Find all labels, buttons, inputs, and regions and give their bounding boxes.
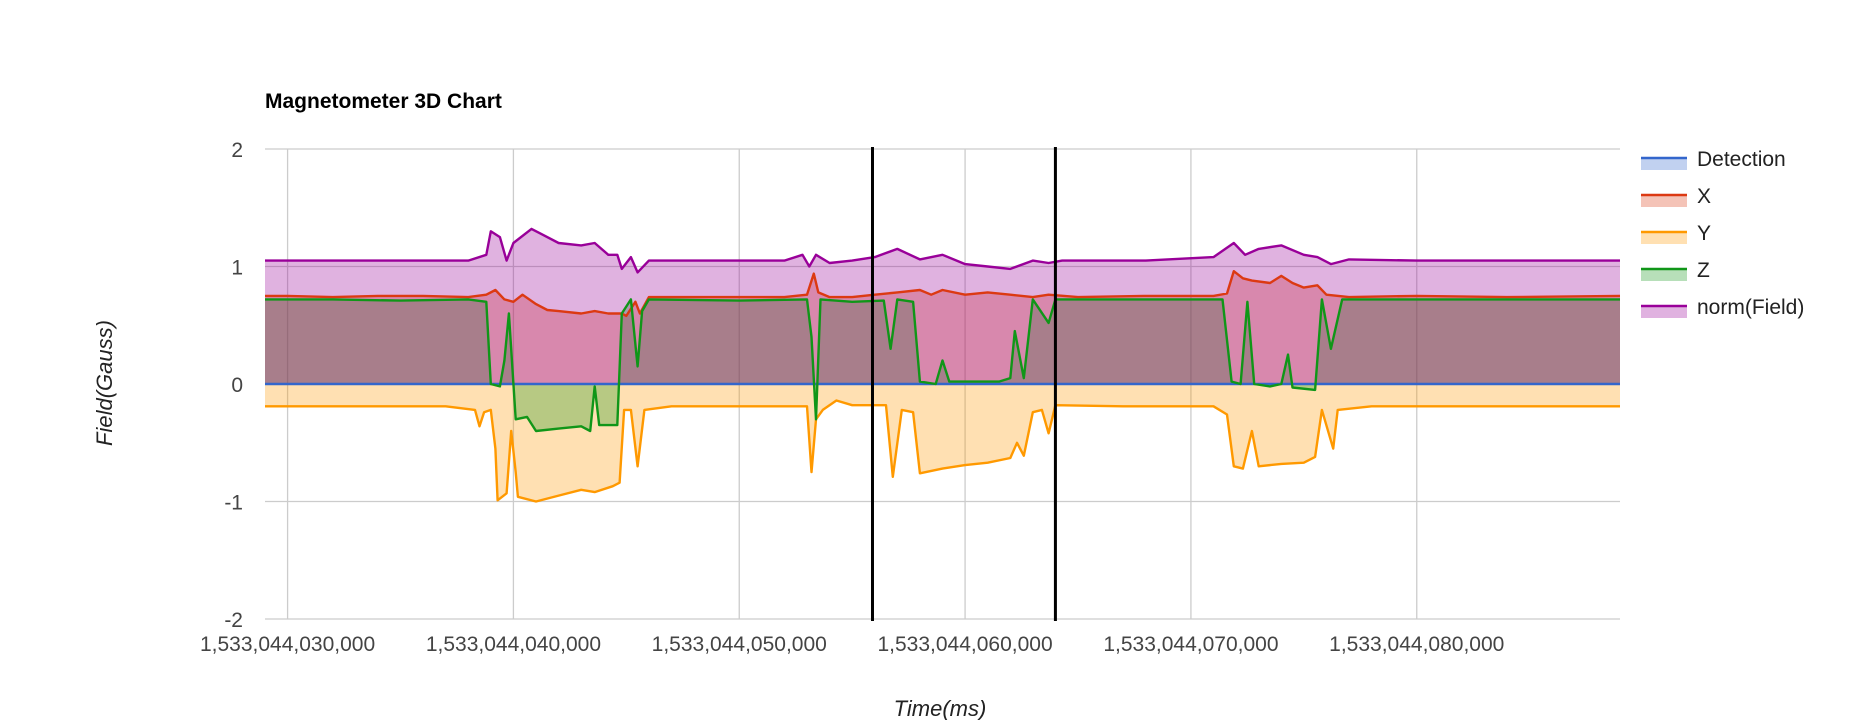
- legend-label-x: X: [1697, 185, 1711, 208]
- series-lines: [265, 227, 1621, 503]
- y-axis-title: Field(Gauss): [92, 320, 117, 446]
- y-tick-label: -2: [224, 609, 243, 632]
- tick-labels: 2 1 0 -1 -21,533,044,030,000 1,533,044,040,00…: [200, 139, 1504, 656]
- series-areas: [265, 228, 1620, 502]
- legend-swatch-x: [1641, 195, 1687, 207]
- series-area-y: [265, 384, 1620, 502]
- series-line-x: [265, 270, 1621, 318]
- legend-swatch-detection: [1641, 158, 1687, 170]
- legend-swatch-y: [1641, 232, 1687, 244]
- legend-label-z: Z: [1697, 259, 1710, 282]
- series-area-norm-field: [265, 228, 1620, 384]
- legend-label-detection: Detection: [1697, 148, 1786, 171]
- y-tick-label: 1: [231, 257, 243, 280]
- x-tick-label: 1,533,044,030,000: [200, 633, 375, 656]
- y-tick-label: -1: [224, 492, 243, 515]
- legend-label-norm-field: norm(Field): [1697, 296, 1804, 319]
- x-tick-label: 1,533,044,080,000: [1329, 633, 1504, 656]
- x-tick-label: 1,533,044,040,000: [426, 633, 601, 656]
- vertical-markers: [870, 147, 1057, 621]
- x-tick-label: 1,533,044,050,000: [652, 633, 827, 656]
- x-axis-title: Time(ms): [894, 696, 987, 720]
- y-tick-label: 2: [231, 139, 243, 162]
- chart-title: Magnetometer 3D Chart: [265, 90, 502, 113]
- x-tick-label: 1,533,044,070,000: [1103, 633, 1278, 656]
- series-line-z: [265, 298, 1620, 433]
- y-tick-label: 0: [231, 374, 243, 397]
- legend-label-y: Y: [1697, 222, 1711, 245]
- series-line-y: [265, 399, 1620, 503]
- legend-swatch-z: [1641, 269, 1687, 281]
- series-line-norm-field: [265, 227, 1620, 274]
- legend-swatch-norm-field: [1641, 306, 1687, 318]
- series-area-x: [265, 271, 1620, 384]
- x-tick-label: 1,533,044,060,000: [877, 633, 1052, 656]
- series-area-z: [265, 299, 1620, 431]
